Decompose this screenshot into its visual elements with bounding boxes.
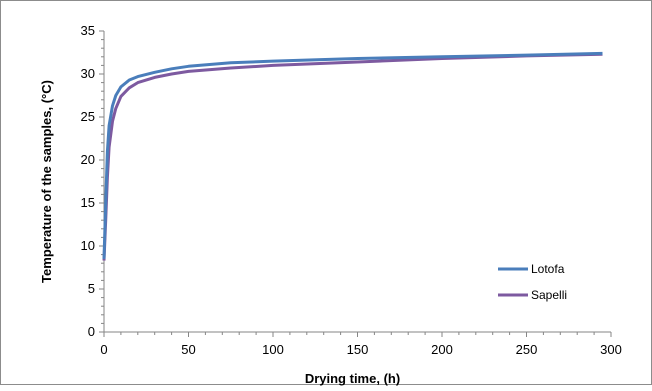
x-axis-title: Drying time, (h) bbox=[305, 371, 400, 386]
series-line-sapelli bbox=[102, 52, 603, 261]
x-tick-label: 200 bbox=[431, 342, 453, 357]
series-layer bbox=[102, 51, 603, 261]
y-tick-label: 25 bbox=[81, 109, 95, 124]
x-tick-label: 0 bbox=[100, 342, 107, 357]
legend: Lotofa Sapelli bbox=[498, 262, 567, 302]
y-tick-label: 20 bbox=[81, 152, 95, 167]
x-ticks: 0 50 100 150 200 250 300 bbox=[100, 332, 622, 357]
legend-label-lotofa: Lotofa bbox=[531, 262, 565, 276]
x-tick-label: 150 bbox=[347, 342, 369, 357]
y-tick-label: 10 bbox=[81, 238, 95, 253]
y-axis-title: Temperature of the samples, (°C) bbox=[39, 80, 54, 283]
x-tick-label: 100 bbox=[262, 342, 284, 357]
y-tick-label: 15 bbox=[81, 195, 95, 210]
y-ticks: 0 5 10 15 20 25 30 35 bbox=[81, 23, 104, 339]
axes: 0 5 10 15 20 25 30 35 0 50 100 150 200 250 300 bbox=[81, 23, 622, 357]
series-line-lotofa bbox=[102, 51, 603, 259]
legend-label-sapelli: Sapelli bbox=[531, 288, 567, 302]
y-tick-label: 30 bbox=[81, 66, 95, 81]
x-tick-label: 50 bbox=[181, 342, 195, 357]
x-tick-label: 250 bbox=[516, 342, 538, 357]
y-tick-label: 5 bbox=[88, 281, 95, 296]
y-tick-label: 0 bbox=[88, 324, 95, 339]
y-tick-label: 35 bbox=[81, 23, 95, 38]
x-tick-label: 300 bbox=[600, 342, 622, 357]
